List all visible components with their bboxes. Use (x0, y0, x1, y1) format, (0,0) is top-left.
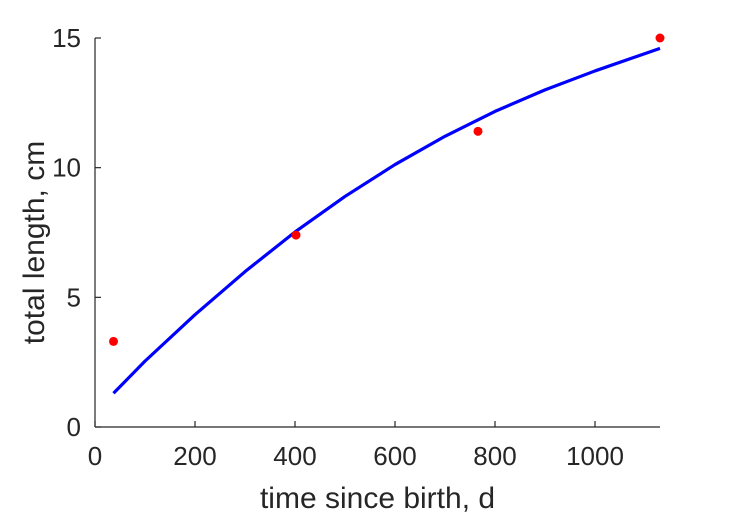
data-point (473, 126, 483, 136)
x-tick-label: 200 (173, 441, 216, 471)
y-tick-label: 5 (67, 282, 81, 312)
data-point (109, 336, 118, 346)
x-tick-label: 800 (473, 441, 516, 471)
x-tick-label: 400 (273, 441, 316, 471)
x-tick-label: 1000 (566, 441, 624, 471)
data-point (291, 230, 301, 240)
data-point (655, 33, 665, 43)
x-axis-label: time since birth, d (260, 482, 495, 515)
axes (94, 38, 660, 428)
x-ticks: 0 200 400 600 800 1000 (88, 421, 624, 471)
x-tick-label: 600 (373, 441, 416, 471)
fit-curve-layer (112, 46, 661, 395)
y-tick-label: 15 (52, 23, 81, 53)
y-ticks: 0 5 10 15 (52, 23, 101, 442)
y-axis-label: total length, cm (18, 141, 51, 344)
fit-curve-line (112, 46, 661, 395)
y-tick-label: 0 (67, 412, 81, 442)
data-points-layer (109, 33, 665, 346)
y-tick-label: 10 (52, 153, 81, 183)
x-tick-label: 0 (88, 441, 102, 471)
